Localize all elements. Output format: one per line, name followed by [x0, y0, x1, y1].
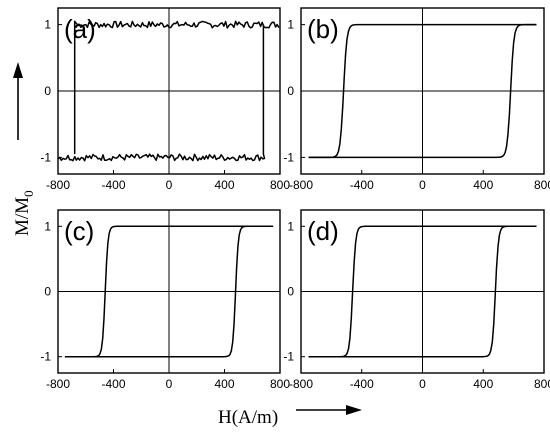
y-arrow-head — [13, 62, 23, 78]
x-tick-label: -800 — [46, 178, 70, 192]
x-tick-label: -400 — [350, 377, 374, 391]
x-tick-label: 800 — [534, 377, 550, 391]
panel-label: (d) — [307, 216, 339, 246]
series-line-1 — [308, 23, 537, 159]
x-tick-label: -400 — [101, 178, 125, 192]
series-line-1 — [64, 225, 274, 358]
y-tick-label: 0 — [287, 285, 294, 299]
x-tick-label: -800 — [289, 178, 313, 192]
y-tick-label: -1 — [40, 350, 51, 364]
panels: -800 -400 0 400 800 -1 0 1 (a) -800 -400 0 400 800 -1 0… — [40, 7, 550, 391]
series-line-0 — [308, 225, 537, 358]
x-tick-label: 0 — [419, 377, 426, 391]
panel-label: (b) — [307, 14, 339, 44]
panel-label: (c) — [64, 216, 94, 246]
y-tick-label: -1 — [283, 150, 294, 164]
x-tick-label: -400 — [101, 377, 125, 391]
y-tick-label: 1 — [44, 219, 51, 233]
x-tick-label: 400 — [473, 178, 493, 192]
x-axis-title: H(A/m) — [218, 407, 278, 428]
x-tick-label: 400 — [214, 377, 234, 391]
y-tick-label: 1 — [287, 18, 294, 32]
panel-label: (a) — [64, 14, 96, 44]
panel-c: -800 -400 0 400 800 -1 0 1 (c) — [40, 209, 290, 391]
y-tick-label: 0 — [287, 84, 294, 98]
series-line-0 — [64, 225, 274, 358]
panel-d: -800 -400 0 400 800 -1 0 1 (d) — [283, 209, 550, 391]
x-tick-label: 0 — [419, 178, 426, 192]
y-axis-title: M/M0 — [12, 190, 36, 236]
x-tick-label: -800 — [46, 377, 70, 391]
x-axis-title-group: H(A/m) — [218, 405, 362, 428]
x-tick-label: 0 — [166, 377, 173, 391]
y-axis-title-main: M/M — [12, 197, 33, 236]
y-tick-label: 0 — [44, 84, 51, 98]
y-tick-label: -1 — [40, 150, 51, 164]
x-tick-label: 800 — [270, 377, 290, 391]
x-tick-label: -400 — [350, 178, 374, 192]
series-line-0 — [73, 20, 280, 155]
y-tick-label: 0 — [44, 285, 51, 299]
y-axis-title-group: M/M0 — [12, 62, 36, 236]
x-tick-label: 400 — [214, 178, 234, 192]
y-axis-title-sub: 0 — [21, 190, 36, 197]
x-tick-label: -800 — [289, 377, 313, 391]
series-line-1 — [57, 24, 266, 162]
x-tick-label: 800 — [270, 178, 290, 192]
y-tick-label: -1 — [283, 350, 294, 364]
panel-a: -800 -400 0 400 800 -1 0 1 (a) — [40, 7, 290, 192]
y-tick-label: 1 — [44, 18, 51, 32]
panel-b: -800 -400 0 400 800 -1 0 1 (b) — [283, 7, 550, 192]
series-line-0 — [308, 23, 537, 159]
series-line-1 — [308, 225, 537, 358]
x-arrow-head — [346, 405, 362, 415]
x-tick-label: 800 — [534, 178, 550, 192]
y-tick-label: 1 — [287, 219, 294, 233]
x-tick-label: 0 — [166, 178, 173, 192]
x-tick-label: 400 — [473, 377, 493, 391]
